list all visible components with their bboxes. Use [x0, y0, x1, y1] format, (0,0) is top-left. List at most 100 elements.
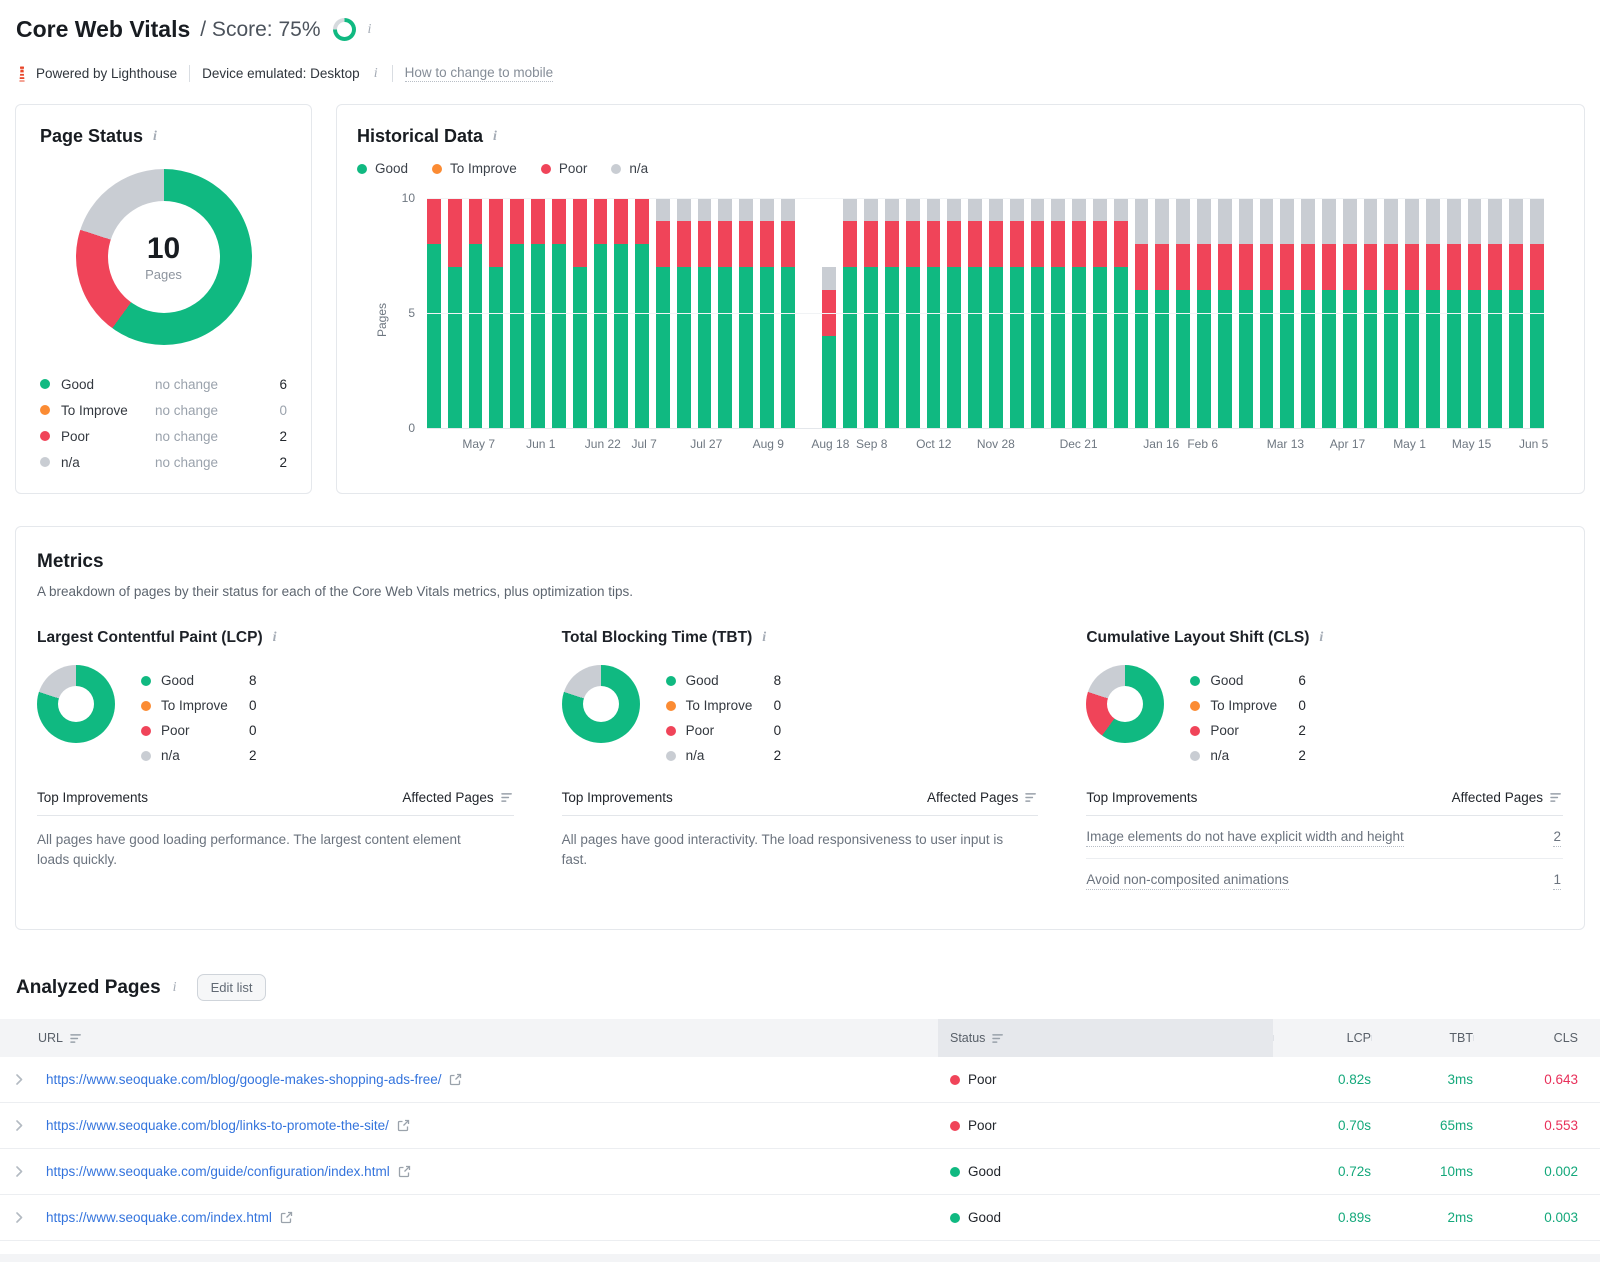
url-column-header[interactable]: URL: [38, 1031, 938, 1045]
page-url-link[interactable]: https://www.seoquake.com/index.html: [46, 1210, 272, 1225]
history-bar[interactable]: [1342, 198, 1357, 428]
expand-row-button[interactable]: [0, 1074, 38, 1085]
history-bar[interactable]: [1113, 198, 1128, 428]
history-bar[interactable]: [468, 198, 483, 428]
affected-pages-count[interactable]: 1: [1553, 872, 1561, 890]
history-bar[interactable]: [1176, 198, 1191, 428]
legend-label: n/a: [61, 454, 80, 470]
history-bar[interactable]: [655, 198, 670, 428]
history-bar[interactable]: [489, 198, 504, 428]
history-bar[interactable]: [676, 198, 691, 428]
history-bar[interactable]: [1530, 198, 1544, 428]
history-bar[interactable]: [988, 198, 1003, 428]
history-bar[interactable]: [1509, 198, 1524, 428]
external-link-icon[interactable]: [397, 1119, 410, 1132]
history-bar[interactable]: [1072, 198, 1086, 428]
history-bar[interactable]: [1217, 198, 1232, 428]
lcp-column-header[interactable]: LCP: [1273, 1031, 1371, 1045]
legend-row-good: Good 8: [141, 668, 514, 693]
history-bar[interactable]: [1155, 198, 1170, 428]
legend-row-poor: Poor 2: [1190, 718, 1563, 743]
info-icon[interactable]: i: [153, 128, 157, 144]
history-bar[interactable]: [1134, 198, 1149, 428]
affected-pages-sort[interactable]: Affected Pages: [927, 790, 1038, 805]
info-icon[interactable]: i: [1319, 630, 1324, 645]
history-bar[interactable]: [593, 198, 608, 428]
top-improvements-label: Top Improvements: [1086, 790, 1198, 805]
page-url-link[interactable]: https://www.seoquake.com/blog/google-mak…: [46, 1072, 442, 1087]
affected-pages-count[interactable]: 2: [1553, 829, 1561, 847]
history-bar[interactable]: [718, 198, 733, 428]
improvement-note: All pages have good loading performance.…: [37, 832, 461, 867]
history-bar[interactable]: [551, 198, 566, 428]
expand-row-button[interactable]: [0, 1166, 38, 1177]
history-bar[interactable]: [531, 198, 545, 428]
info-icon[interactable]: i: [493, 128, 497, 144]
history-bar[interactable]: [1093, 198, 1107, 428]
history-bar[interactable]: [1488, 198, 1503, 428]
metric-legend: Good 8 To Improve 0 Poor 0 n/a 2: [141, 665, 514, 768]
tbt-column-header[interactable]: TBT: [1371, 1031, 1473, 1045]
bar-segment-poor: [1217, 244, 1232, 290]
affected-pages-sort[interactable]: Affected Pages: [1452, 790, 1563, 805]
history-bar[interactable]: [427, 198, 441, 428]
history-bar[interactable]: [947, 198, 962, 428]
history-bar[interactable]: [926, 198, 941, 428]
history-bar[interactable]: [1197, 198, 1211, 428]
history-bar[interactable]: [884, 198, 899, 428]
history-bar[interactable]: [780, 198, 795, 428]
history-bar[interactable]: [843, 198, 858, 428]
history-bar[interactable]: [1009, 198, 1024, 428]
info-icon[interactable]: i: [373, 65, 378, 81]
info-icon[interactable]: i: [272, 630, 277, 645]
history-bar[interactable]: [1446, 198, 1461, 428]
history-bar[interactable]: [614, 198, 629, 428]
bar-segment-good: [1093, 267, 1107, 428]
history-bar[interactable]: [447, 198, 462, 428]
history-bar[interactable]: [905, 198, 920, 428]
tbt-donut-chart: [561, 665, 640, 743]
history-bar[interactable]: [760, 198, 774, 428]
expand-row-button[interactable]: [0, 1212, 38, 1223]
history-bar[interactable]: [1363, 198, 1378, 428]
expand-row-button[interactable]: [0, 1120, 38, 1131]
history-bar[interactable]: [739, 198, 753, 428]
history-bar[interactable]: [510, 198, 525, 428]
history-bar[interactable]: [572, 198, 587, 428]
page-url-link[interactable]: https://www.seoquake.com/blog/links-to-p…: [46, 1118, 389, 1133]
cls-value: 0.003: [1544, 1210, 1578, 1225]
history-bar[interactable]: [1259, 198, 1274, 428]
history-bar[interactable]: [1426, 198, 1440, 428]
affected-pages-sort[interactable]: Affected Pages: [402, 790, 513, 805]
history-bar[interactable]: [1384, 198, 1399, 428]
legend-label: n/a: [629, 161, 649, 176]
history-bar[interactable]: [1321, 198, 1336, 428]
improvement-link[interactable]: Image elements do not have explicit widt…: [1086, 829, 1404, 847]
external-link-icon[interactable]: [449, 1073, 462, 1086]
history-bar[interactable]: [968, 198, 982, 428]
info-icon[interactable]: i: [172, 979, 177, 995]
history-bar[interactable]: [635, 198, 649, 428]
page-url-link[interactable]: https://www.seoquake.com/guide/configura…: [46, 1164, 390, 1179]
history-bar[interactable]: [1301, 198, 1315, 428]
history-bar[interactable]: [864, 198, 878, 428]
history-bar[interactable]: [1030, 198, 1045, 428]
bar-segment-good: [1509, 290, 1524, 428]
change-to-mobile-link[interactable]: How to change to mobile: [404, 65, 554, 82]
history-bar[interactable]: [1405, 198, 1419, 428]
url-header-label: URL: [38, 1031, 64, 1045]
improvement-link[interactable]: Avoid non-composited animations: [1086, 872, 1289, 890]
history-bar[interactable]: [1238, 198, 1253, 428]
status-column-header[interactable]: Status: [938, 1019, 1273, 1057]
cls-column-header[interactable]: CLS: [1473, 1031, 1578, 1045]
history-bar[interactable]: [1280, 198, 1295, 428]
info-icon[interactable]: i: [762, 630, 767, 645]
bar-segment-poor: [1259, 244, 1274, 290]
history-bar[interactable]: [1467, 198, 1482, 428]
edit-list-button[interactable]: Edit list: [196, 974, 267, 1001]
history-bar[interactable]: [697, 198, 712, 428]
info-icon[interactable]: i: [367, 21, 372, 37]
history-bar[interactable]: [1051, 198, 1066, 428]
bar-segment-good: [1259, 290, 1274, 428]
external-link-icon[interactable]: [398, 1165, 411, 1178]
